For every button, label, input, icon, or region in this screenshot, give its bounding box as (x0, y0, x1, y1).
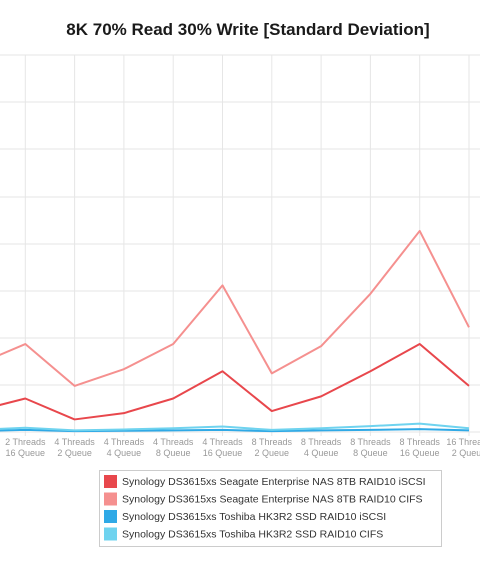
x-tick-label-line: 4 Threads (104, 437, 145, 447)
x-tick-label-7: 8 Threads 4 Queue (301, 437, 342, 458)
series-line-3 (0, 422, 470, 432)
legend-label: Synology DS3615xs Seagate Enterprise NAS… (122, 476, 426, 488)
legend-swatch (104, 510, 117, 523)
chart-title: 8K 70% Read 30% Write [Standard Deviatio… (66, 20, 429, 39)
legend[interactable]: Synology DS3615xs Seagate Enterprise NAS… (99, 470, 442, 547)
x-tick-label-6: 8 Threads 2 Queue (252, 437, 293, 458)
x-tick-label-8: 8 Threads 8 Queue (350, 437, 391, 458)
x-tick-label-line: 16 Queue (203, 448, 243, 458)
legend-swatch (104, 475, 117, 488)
x-tick-label-line: 2 Threads (5, 437, 46, 447)
x-tick-label-line: 4 Queue (304, 448, 339, 458)
x-tick-label-line: 16 Threads (446, 437, 480, 447)
x-tick-label-line: 16 Queue (400, 448, 440, 458)
legend-swatch (104, 527, 117, 541)
x-tick-label-2: 4 Threads 2 Queue (54, 437, 95, 458)
legend-label: Synology DS3615xs Toshiba HK3R2 SSD RAID… (122, 511, 386, 523)
x-tick-label-line: 8 Threads (301, 437, 342, 447)
x-tick-label-line: 8 Threads (400, 437, 441, 447)
series-line-1 (0, 229, 470, 387)
x-tick-label-line: 4 Threads (202, 437, 243, 447)
x-tick-label-line: 8 Threads (252, 437, 293, 447)
legend-swatch (104, 492, 117, 506)
x-tick-label-3: 4 Threads 4 Queue (104, 437, 145, 458)
x-tick-label-line: 8 Queue (353, 448, 388, 458)
x-tick-label-line: 2 Queue (57, 448, 92, 458)
legend-item-1[interactable]: Synology DS3615xs Seagate Enterprise NAS… (104, 492, 423, 506)
x-tick-label-line: 2 Queue (452, 448, 480, 458)
x-tick-label-line: 4 Threads (54, 437, 95, 447)
x-tick-label-line: 16 Queue (6, 448, 46, 458)
legend-item-0[interactable]: Synology DS3615xs Seagate Enterprise NAS… (104, 475, 426, 488)
x-tick-label-9: 8 Threads 16 Queue (400, 437, 441, 458)
x-tick-label-5: 4 Threads 16 Queue (202, 437, 243, 458)
series-lines (0, 229, 470, 433)
x-tick-label-line: 8 Threads (350, 437, 391, 447)
legend-label: Synology DS3615xs Seagate Enterprise NAS… (122, 494, 423, 506)
x-tick-label-line: 2 Queue (255, 448, 290, 458)
series-line-2 (0, 428, 470, 433)
x-tick-label-4: 4 Threads 8 Queue (153, 437, 194, 458)
legend-item-2[interactable]: Synology DS3615xs Toshiba HK3R2 SSD RAID… (104, 510, 386, 523)
x-tick-label-line: 4 Threads (153, 437, 194, 447)
series-line-0 (0, 343, 470, 421)
legend-label: Synology DS3615xs Toshiba HK3R2 SSD RAID… (122, 529, 383, 541)
legend-item-3[interactable]: Synology DS3615xs Toshiba HK3R2 SSD RAID… (104, 527, 383, 541)
x-tick-label-1: 2 Threads 16 Queue (5, 437, 46, 458)
x-tick-label-line: 4 Queue (107, 448, 142, 458)
x-tick-label-line: 8 Queue (156, 448, 191, 458)
legend-box (99, 470, 442, 547)
